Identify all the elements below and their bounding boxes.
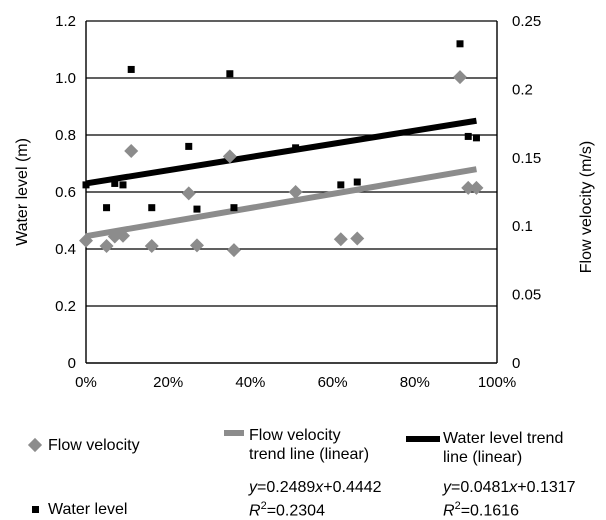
flow-velocity-point: [222, 149, 237, 164]
water-level-point: [119, 181, 127, 189]
x-tick-label: 40%: [235, 374, 265, 391]
flow-velocity-point: [181, 186, 196, 201]
water-level-point: [226, 70, 234, 78]
legend-wl-trend-icon: [406, 436, 440, 442]
water-level-point: [103, 204, 111, 212]
y-left-tick-label: 0.6: [55, 184, 76, 201]
flow-velocity-point: [189, 238, 204, 253]
y-left-tick-label: 0.2: [55, 298, 76, 315]
flow-velocity-point: [124, 143, 139, 158]
y-right-tick-label: 0.25: [512, 13, 541, 30]
y-right-tick-label: 0.15: [512, 150, 541, 167]
chart-svg: 0 0.2 0.4 0.6 0.8 1.0 1.2 0 0.05 0.1 0.15 0.2 0.25 0%…: [14, 13, 595, 391]
legend-fv-trend-icon: [224, 430, 244, 436]
y-left-axis-label: Water level (m): [14, 138, 31, 246]
legend-diamond-icon: [27, 437, 43, 453]
x-tick-label: 20%: [153, 374, 183, 391]
water-level-point: [127, 65, 135, 73]
legend-wl-trend-line2: line (linear): [443, 449, 523, 466]
flow-velocity-point: [461, 180, 476, 195]
legend-square-icon: [32, 506, 39, 513]
y-right-tick-label: 0.2: [512, 81, 533, 98]
x-tick-label: 100%: [478, 374, 516, 391]
flow-velocity-point: [469, 180, 484, 195]
legend-wl-trend-line1: Water level trend: [443, 430, 564, 447]
water-level-point: [148, 204, 156, 212]
y-left-tick-label: 1.0: [55, 70, 76, 87]
water-level-trend-line: [85, 117, 477, 187]
flow-velocity-trend-line: [85, 166, 477, 240]
water-level-point: [230, 204, 238, 212]
eq-y-var: y: [249, 479, 257, 496]
legend-flow-velocity: Flow velocity: [48, 437, 140, 454]
flow-velocity-point: [107, 229, 122, 244]
legend-fv-trend-line1: Flow velocity: [249, 427, 341, 444]
legend-wl-trend-label: Water level trend line (linear): [443, 429, 563, 467]
wl-trend-equation: y=0.0481x+0.1317 R2=0.1616: [443, 479, 576, 520]
flow-velocity-point: [350, 231, 365, 246]
flow-velocity-point: [453, 70, 468, 85]
water-level-point: [111, 179, 119, 187]
water-level-point: [193, 205, 201, 213]
x-tick-label: 80%: [400, 374, 430, 391]
y-right-tick-label: 0.05: [512, 287, 541, 304]
fv-trend-equation: y=0.2489x+0.4442 R2=0.2304: [249, 479, 382, 520]
legend-water-level: Water level: [48, 501, 128, 518]
legend-fv-trend-line2: trend line (linear): [249, 446, 370, 463]
legend-fv-trend-label: Flow velocity trend line (linear): [249, 426, 369, 464]
water-level-point: [82, 181, 90, 189]
x-tick-label: 0%: [75, 374, 97, 391]
water-level-point: [292, 144, 300, 152]
flow-velocity-point: [115, 228, 130, 243]
water-level-point: [456, 40, 464, 48]
y-left-tick-label: 0.4: [55, 241, 76, 258]
y-left-tick-label: 0.8: [55, 127, 76, 144]
water-level-point: [472, 134, 480, 142]
y-right-tick-label: 0: [512, 355, 520, 372]
water-level-point: [337, 181, 345, 189]
flow-velocity-point: [288, 185, 303, 199]
flow-velocity-point: [99, 239, 114, 254]
x-tick-label: 60%: [318, 374, 348, 391]
y-right-axis-label: Flow velocity (m/s): [578, 141, 595, 273]
flow-velocity-point: [144, 239, 159, 254]
water-level-point: [464, 132, 472, 140]
y-left-tick-label: 0: [68, 355, 76, 372]
flow-velocity-point: [333, 232, 348, 247]
water-level-point: [185, 142, 193, 150]
flow-velocity-point: [79, 233, 93, 248]
y-left-tick-label: 1.2: [55, 13, 76, 30]
flow-velocity-point: [226, 243, 241, 258]
y-right-tick-label: 0.1: [512, 218, 533, 235]
water-level-point: [353, 178, 361, 186]
